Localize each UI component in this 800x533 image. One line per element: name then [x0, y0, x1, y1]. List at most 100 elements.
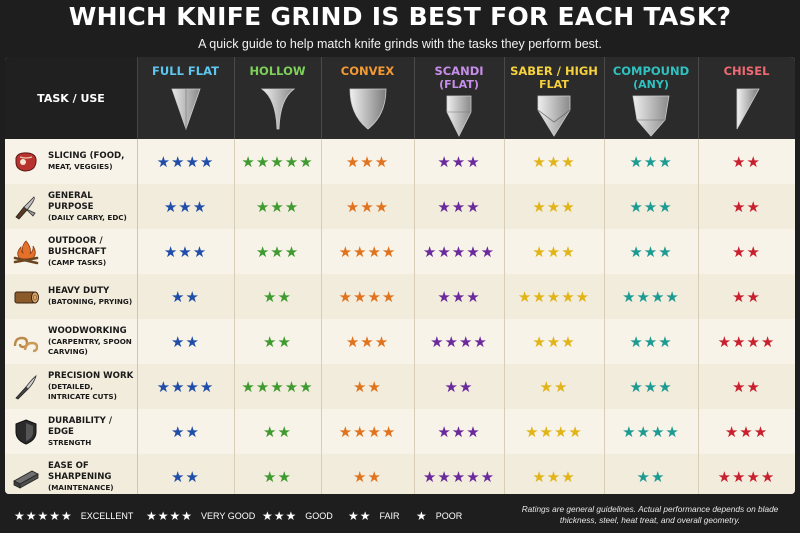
task-cell: HEAVY DUTY (BATONING, PRYING): [5, 274, 138, 319]
rating-cell: ★★★★: [137, 364, 235, 409]
column-name: SCANDI: [434, 64, 484, 78]
rating-cell: ★★★: [604, 319, 699, 364]
task-detail: (DETAILED, INTRICATE CUTS): [48, 382, 117, 401]
rating-cell: ★★★: [137, 184, 235, 229]
rating-cell: ★★: [137, 319, 235, 364]
legend-stars: ★★: [348, 509, 372, 523]
rating-cell: ★★: [137, 409, 235, 454]
rating-cell: ★★★: [414, 139, 505, 184]
task-label: EASE OF SHARPENING (MAINTENANCE): [48, 454, 136, 494]
task-cell: GENERAL PURPOSE (DAILY CARRY, EDC): [5, 184, 138, 229]
table-row: OUTDOOR / BUSHCRAFT (CAMP TASKS) ★★★ ★★★ ★★★…: [5, 229, 795, 275]
page-title: WHICH KNIFE GRIND IS BEST FOR EACH TASK?: [68, 2, 732, 31]
legend-item: ★★★★★ EXCELLENT: [14, 509, 133, 523]
task-name: SLICING (FOOD,: [48, 151, 125, 161]
task-detail: (BATONING, PRYING): [48, 297, 133, 306]
rating-cell: ★★★: [504, 229, 605, 274]
page-subtitle: A quick guide to help match knife grinds…: [198, 37, 602, 51]
task-name: GENERAL PURPOSE: [48, 190, 94, 212]
rating-cell: ★★: [698, 139, 795, 184]
rating-cell: ★★★: [604, 364, 699, 409]
column-name: COMPOUND: [612, 64, 690, 78]
rating-cell: ★★★★★: [414, 229, 505, 274]
task-label: SLICING (FOOD, MEAT, VEGGIES): [48, 139, 136, 184]
rating-cell: ★★★: [504, 454, 605, 494]
task-name: HEAVY DUTY: [48, 286, 110, 296]
column-header-chisel: CHISEL: [698, 57, 795, 139]
task-detail: STRENGTH: [48, 437, 92, 447]
table-row: GENERAL PURPOSE (DAILY CARRY, EDC) ★★★ ★★★ ★…: [5, 184, 795, 230]
column-header-scandi: SCANDI (FLAT): [414, 57, 505, 139]
task-name: EASE OF SHARPENING: [48, 460, 112, 482]
rating-cell: ★★★: [321, 184, 415, 229]
task-detail: (DAILY CARRY, EDC): [48, 212, 127, 222]
rating-cell: ★★★: [698, 409, 795, 454]
table-header: TASK / USE FULL FLAT HOLLOW CONVEX SCANDI (F…: [5, 57, 795, 139]
column-name: CONVEX: [340, 64, 395, 78]
table-row: HEAVY DUTY (BATONING, PRYING) ★★ ★★ ★★★★ ★★★ ★…: [5, 274, 795, 320]
rating-cell: ★★: [234, 409, 322, 454]
rating-cell: ★★: [698, 184, 795, 229]
column-header-compound: COMPOUND (ANY): [604, 57, 699, 139]
task-cell: WOODWORKING (CARPENTRY, SPOON CARVING): [5, 319, 138, 364]
rating-cell: ★★: [698, 274, 795, 319]
task-cell: SLICING (FOOD, MEAT, VEGGIES): [5, 139, 138, 184]
task-cell: OUTDOOR / BUSHCRAFT (CAMP TASKS): [5, 229, 138, 274]
rating-cell: ★★★: [504, 184, 605, 229]
column-subname: (ANY): [633, 78, 669, 91]
campfire-icon: [12, 238, 40, 266]
rating-cell: ★★★: [321, 139, 415, 184]
rating-cell: ★★★★: [504, 409, 605, 454]
table-row: EASE OF SHARPENING (MAINTENANCE) ★★ ★★ ★★ ★★★…: [5, 454, 795, 494]
rating-cell: ★★★★: [321, 274, 415, 319]
task-detail: (CAMP TASKS): [48, 257, 107, 267]
rating-cell: ★★★: [137, 229, 235, 274]
task-label: HEAVY DUTY (BATONING, PRYING): [48, 274, 136, 319]
task-cell: DURABILITY / EDGE STRENGTH: [5, 409, 138, 454]
wood-shavings-icon: [12, 328, 40, 356]
table-row: DURABILITY / EDGE STRENGTH ★★ ★★ ★★★★ ★★★ ★★★★…: [5, 409, 795, 455]
table-row: WOODWORKING (CARPENTRY, SPOON CARVING) ★★ ★…: [5, 319, 795, 365]
table-row: PRECISION WORK (DETAILED, INTRICATE CUTS)…: [5, 364, 795, 410]
task-cell: EASE OF SHARPENING (MAINTENANCE): [5, 454, 138, 494]
rating-cell: ★★★★★: [234, 139, 322, 184]
sharpening-stone-icon: [12, 463, 40, 491]
grind-comparison-table: TASK / USE FULL FLAT HOLLOW CONVEX SCANDI (F…: [5, 57, 795, 494]
rating-cell: ★★★: [504, 319, 605, 364]
rating-cell: ★★★★: [604, 409, 699, 454]
rating-cell: ★★: [137, 454, 235, 494]
steak-icon: [12, 148, 40, 176]
legend-label: POOR: [435, 511, 463, 521]
folding-knife-icon: [12, 193, 40, 221]
rating-cell: ★★★: [414, 409, 505, 454]
task-label: OUTDOOR / BUSHCRAFT (CAMP TASKS): [48, 229, 136, 274]
legend-label: VERY GOOD: [201, 511, 256, 521]
column-header-convex: CONVEX: [321, 57, 415, 139]
column-header-hollow: HOLLOW: [234, 57, 322, 139]
task-label: GENERAL PURPOSE (DAILY CARRY, EDC): [48, 184, 136, 229]
rating-cell: ★★★★★: [414, 454, 505, 494]
column-name: HOLLOW: [249, 64, 306, 78]
column-header-saber-high: SABER / HIGH FLAT: [504, 57, 605, 139]
rating-cell: ★★★: [604, 229, 699, 274]
rating-cell: ★★★★: [321, 229, 415, 274]
task-name: PRECISION WORK: [48, 371, 134, 381]
rating-cell: ★★★★: [604, 274, 699, 319]
legend-item: ★★★★ VERY GOOD: [146, 509, 255, 523]
legend-label: GOOD: [305, 511, 333, 521]
rating-cell: ★★★★: [414, 319, 505, 364]
rating-cell: ★★: [234, 454, 322, 494]
rating-cell: ★★★: [604, 139, 699, 184]
rating-cell: ★★★: [504, 139, 605, 184]
rating-cell: ★★: [698, 364, 795, 409]
legend-item: ★★ FAIR: [348, 509, 400, 523]
column-header-full-flat: FULL FLAT: [137, 57, 235, 139]
rating-cell: ★★: [137, 274, 235, 319]
task-label: DURABILITY / EDGE STRENGTH: [48, 409, 136, 454]
task-name: OUTDOOR / BUSHCRAFT: [48, 235, 107, 257]
rating-cell: ★★★: [234, 229, 322, 274]
rating-cell: ★★: [504, 364, 605, 409]
shield-icon: [12, 418, 40, 446]
rating-cell: ★★★★: [698, 454, 795, 494]
column-subname: (FLAT): [439, 78, 479, 91]
